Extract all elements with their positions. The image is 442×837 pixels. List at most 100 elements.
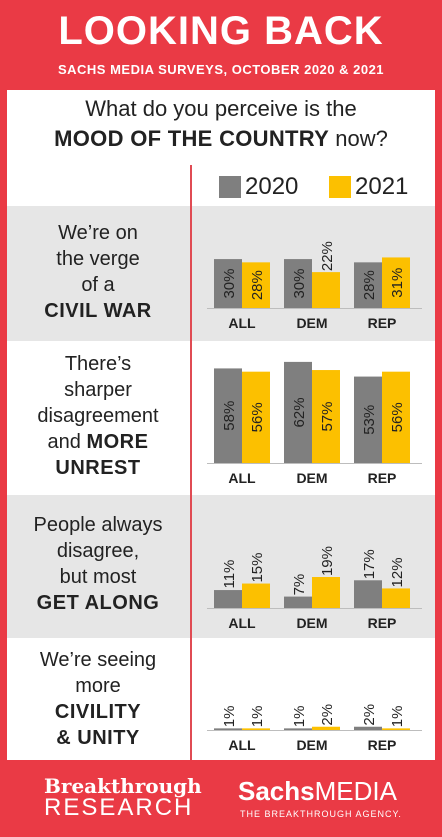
data-label-panel1-rep-2020: 28% [361, 270, 378, 300]
vertical-divider [190, 165, 192, 760]
data-label-panel2-dem-2021: 57% [319, 402, 336, 432]
category-label-panel1-rep: REP [368, 315, 397, 331]
category-label-panel4-all: ALL [228, 737, 256, 753]
category-label-panel1-dem: DEM [296, 315, 327, 331]
bar-panel2-rep-2020 [354, 376, 382, 463]
bar-panel4-all-2020 [214, 728, 242, 730]
bar-panel1-rep-2020 [354, 262, 382, 308]
row-label-3-line-3: but most [59, 566, 137, 588]
data-label-panel1-rep-2021: 31% [389, 268, 406, 298]
row-label-2-prefix: and [47, 431, 87, 453]
row-label-2-line-4: and MORE [7, 429, 189, 455]
bar-panel2-dem-2021 [312, 370, 340, 463]
category-label-panel3-rep: REP [368, 615, 397, 631]
row-label-1-bold: CIVIL WAR [7, 298, 189, 324]
data-label-panel2-all-2020: 58% [221, 401, 238, 431]
legend-swatch-2021 [329, 176, 351, 198]
legend-label-2020: 2020 [245, 173, 299, 200]
data-label-panel3-rep-2020: 17% [361, 549, 378, 579]
row-label-4-bold-text-1: CIVILITY [54, 701, 142, 723]
data-label-panel4-all-2020: 1% [221, 706, 238, 728]
data-label-panel3-dem-2021: 19% [319, 546, 336, 576]
chart-panel: What do you perceive is the MOOD OF THE … [7, 90, 435, 760]
data-label-panel4-rep-2020: 2% [361, 704, 378, 726]
row-label-1: We’re on the verge of a CIVIL WAR [7, 220, 189, 324]
bar-panel2-all-2021 [242, 371, 270, 463]
question-line-1: What do you perceive is the [85, 96, 357, 121]
question-text: What do you perceive is the MOOD OF THE … [7, 94, 435, 154]
bar-panel3-rep-2021 [382, 588, 410, 608]
bar-panel4-dem-2021 [312, 726, 340, 730]
row-label-2-line-2: sharper [64, 379, 132, 401]
category-label-panel2-rep: REP [368, 470, 397, 486]
bar-panel2-dem-2020 [284, 361, 312, 463]
row-label-2-line-1: There’s [64, 353, 132, 375]
data-label-panel1-all-2020: 30% [221, 269, 238, 299]
data-label-panel4-all-2021: 1% [249, 706, 266, 728]
bar-panel3-dem-2020 [284, 596, 312, 608]
data-label-panel4-rep-2021: 1% [389, 706, 406, 728]
row-label-2-inline-bold: MORE [86, 431, 149, 453]
bar-panel4-rep-2020 [354, 726, 382, 730]
row-label-4-line-1: We’re seeing [39, 649, 157, 671]
row-label-1-line-3: of a [81, 274, 115, 296]
sachs-media-logo-bold: Sachs [238, 776, 315, 806]
data-label-panel3-all-2020: 11% [221, 560, 238, 589]
sachs-media-tagline: THE BREAKTHROUGH AGENCY. [240, 809, 402, 819]
data-label-panel2-dem-2020: 62% [291, 397, 308, 427]
category-label-panel3-all: ALL [228, 615, 256, 631]
bar-panel3-all-2020 [214, 590, 242, 608]
data-label-panel2-rep-2021: 56% [389, 402, 406, 432]
bar-panel4-rep-2021 [382, 728, 410, 730]
legend-label-2021: 2021 [355, 173, 409, 200]
row-label-4: We’re seeing more CIVILITY & UNITY [7, 647, 189, 751]
data-label-panel4-dem-2020: 1% [291, 706, 308, 728]
data-label-panel3-rep-2021: 12% [389, 557, 406, 587]
row-label-4-bold-2: & UNITY [7, 725, 189, 751]
row-label-2-bold-text: UNREST [55, 457, 141, 479]
row-label-3-bold: GET ALONG [7, 590, 189, 616]
bar-panel3-all-2021 [242, 583, 270, 608]
row-label-1-line-2: the verge [56, 248, 140, 270]
page-subtitle: SACHS MEDIA SURVEYS, OCTOBER 2020 & 2021 [57, 62, 385, 77]
bar-panel4-all-2021 [242, 728, 270, 730]
row-label-2: There’s sharper disagreement and MORE UN… [7, 351, 189, 481]
bar-panel1-all-2020 [214, 259, 242, 308]
row-label-3: People always disagree, but most GET ALO… [7, 512, 189, 616]
data-label-panel3-dem-2020: 7% [291, 574, 308, 596]
row-label-3-line-1: People always [33, 514, 163, 536]
question-line-2: MOOD OF THE COUNTRY now? [7, 124, 435, 154]
bar-chart: 30% 28% ALL 30% 22% DEM 28% 31% REP 58% 56% ALL 62% 5… [207, 241, 422, 753]
row-label-4-line-2: more [75, 675, 121, 697]
bar-panel2-all-2020 [214, 368, 242, 463]
bar-panel4-dem-2020 [284, 728, 312, 730]
chart-row-3: People always disagree, but most GET ALO… [7, 495, 435, 638]
page-title: LOOKING BACK [58, 9, 384, 53]
row-label-1-line-1: We’re on [58, 222, 138, 244]
row-label-4-bold-text-2: & UNITY [56, 727, 140, 749]
data-label-panel2-rep-2020: 53% [361, 405, 378, 435]
category-label-panel4-rep: REP [368, 737, 397, 753]
data-label-panel3-all-2021: 15% [249, 553, 266, 583]
footer: Breakthrough RESEARCH SachsMEDIA THE BRE… [0, 760, 442, 837]
category-label-panel3-dem: DEM [296, 615, 327, 631]
category-label-panel4-dem: DEM [296, 737, 327, 753]
category-label-panel1-all: ALL [228, 315, 256, 331]
question-suffix: now? [329, 126, 388, 151]
bar-panel1-rep-2021 [382, 257, 410, 308]
row-label-2-line-3: disagreement [37, 405, 159, 427]
chart-row-4: We’re seeing more CIVILITY & UNITY [7, 640, 435, 760]
bar-panel2-rep-2021 [382, 371, 410, 463]
data-label-panel2-all-2021: 56% [249, 402, 266, 432]
row-label-1-bold-text: CIVIL WAR [44, 300, 152, 322]
bar-panel1-all-2021 [242, 262, 270, 308]
sachs-media-logo-rest: MEDIA [314, 776, 397, 806]
row-label-3-bold-text: GET ALONG [36, 592, 160, 614]
breakthrough-logo-top: Breakthrough [44, 774, 202, 798]
data-label-panel1-all-2021: 28% [249, 270, 266, 300]
bar-panel1-dem-2020 [284, 259, 312, 308]
sachs-media-logo: SachsMEDIA [238, 776, 397, 806]
category-label-panel2-all: ALL [228, 470, 256, 486]
data-label-panel1-dem-2021: 22% [319, 241, 336, 271]
chart-row-2: There’s sharper disagreement and MORE UN… [7, 343, 435, 493]
